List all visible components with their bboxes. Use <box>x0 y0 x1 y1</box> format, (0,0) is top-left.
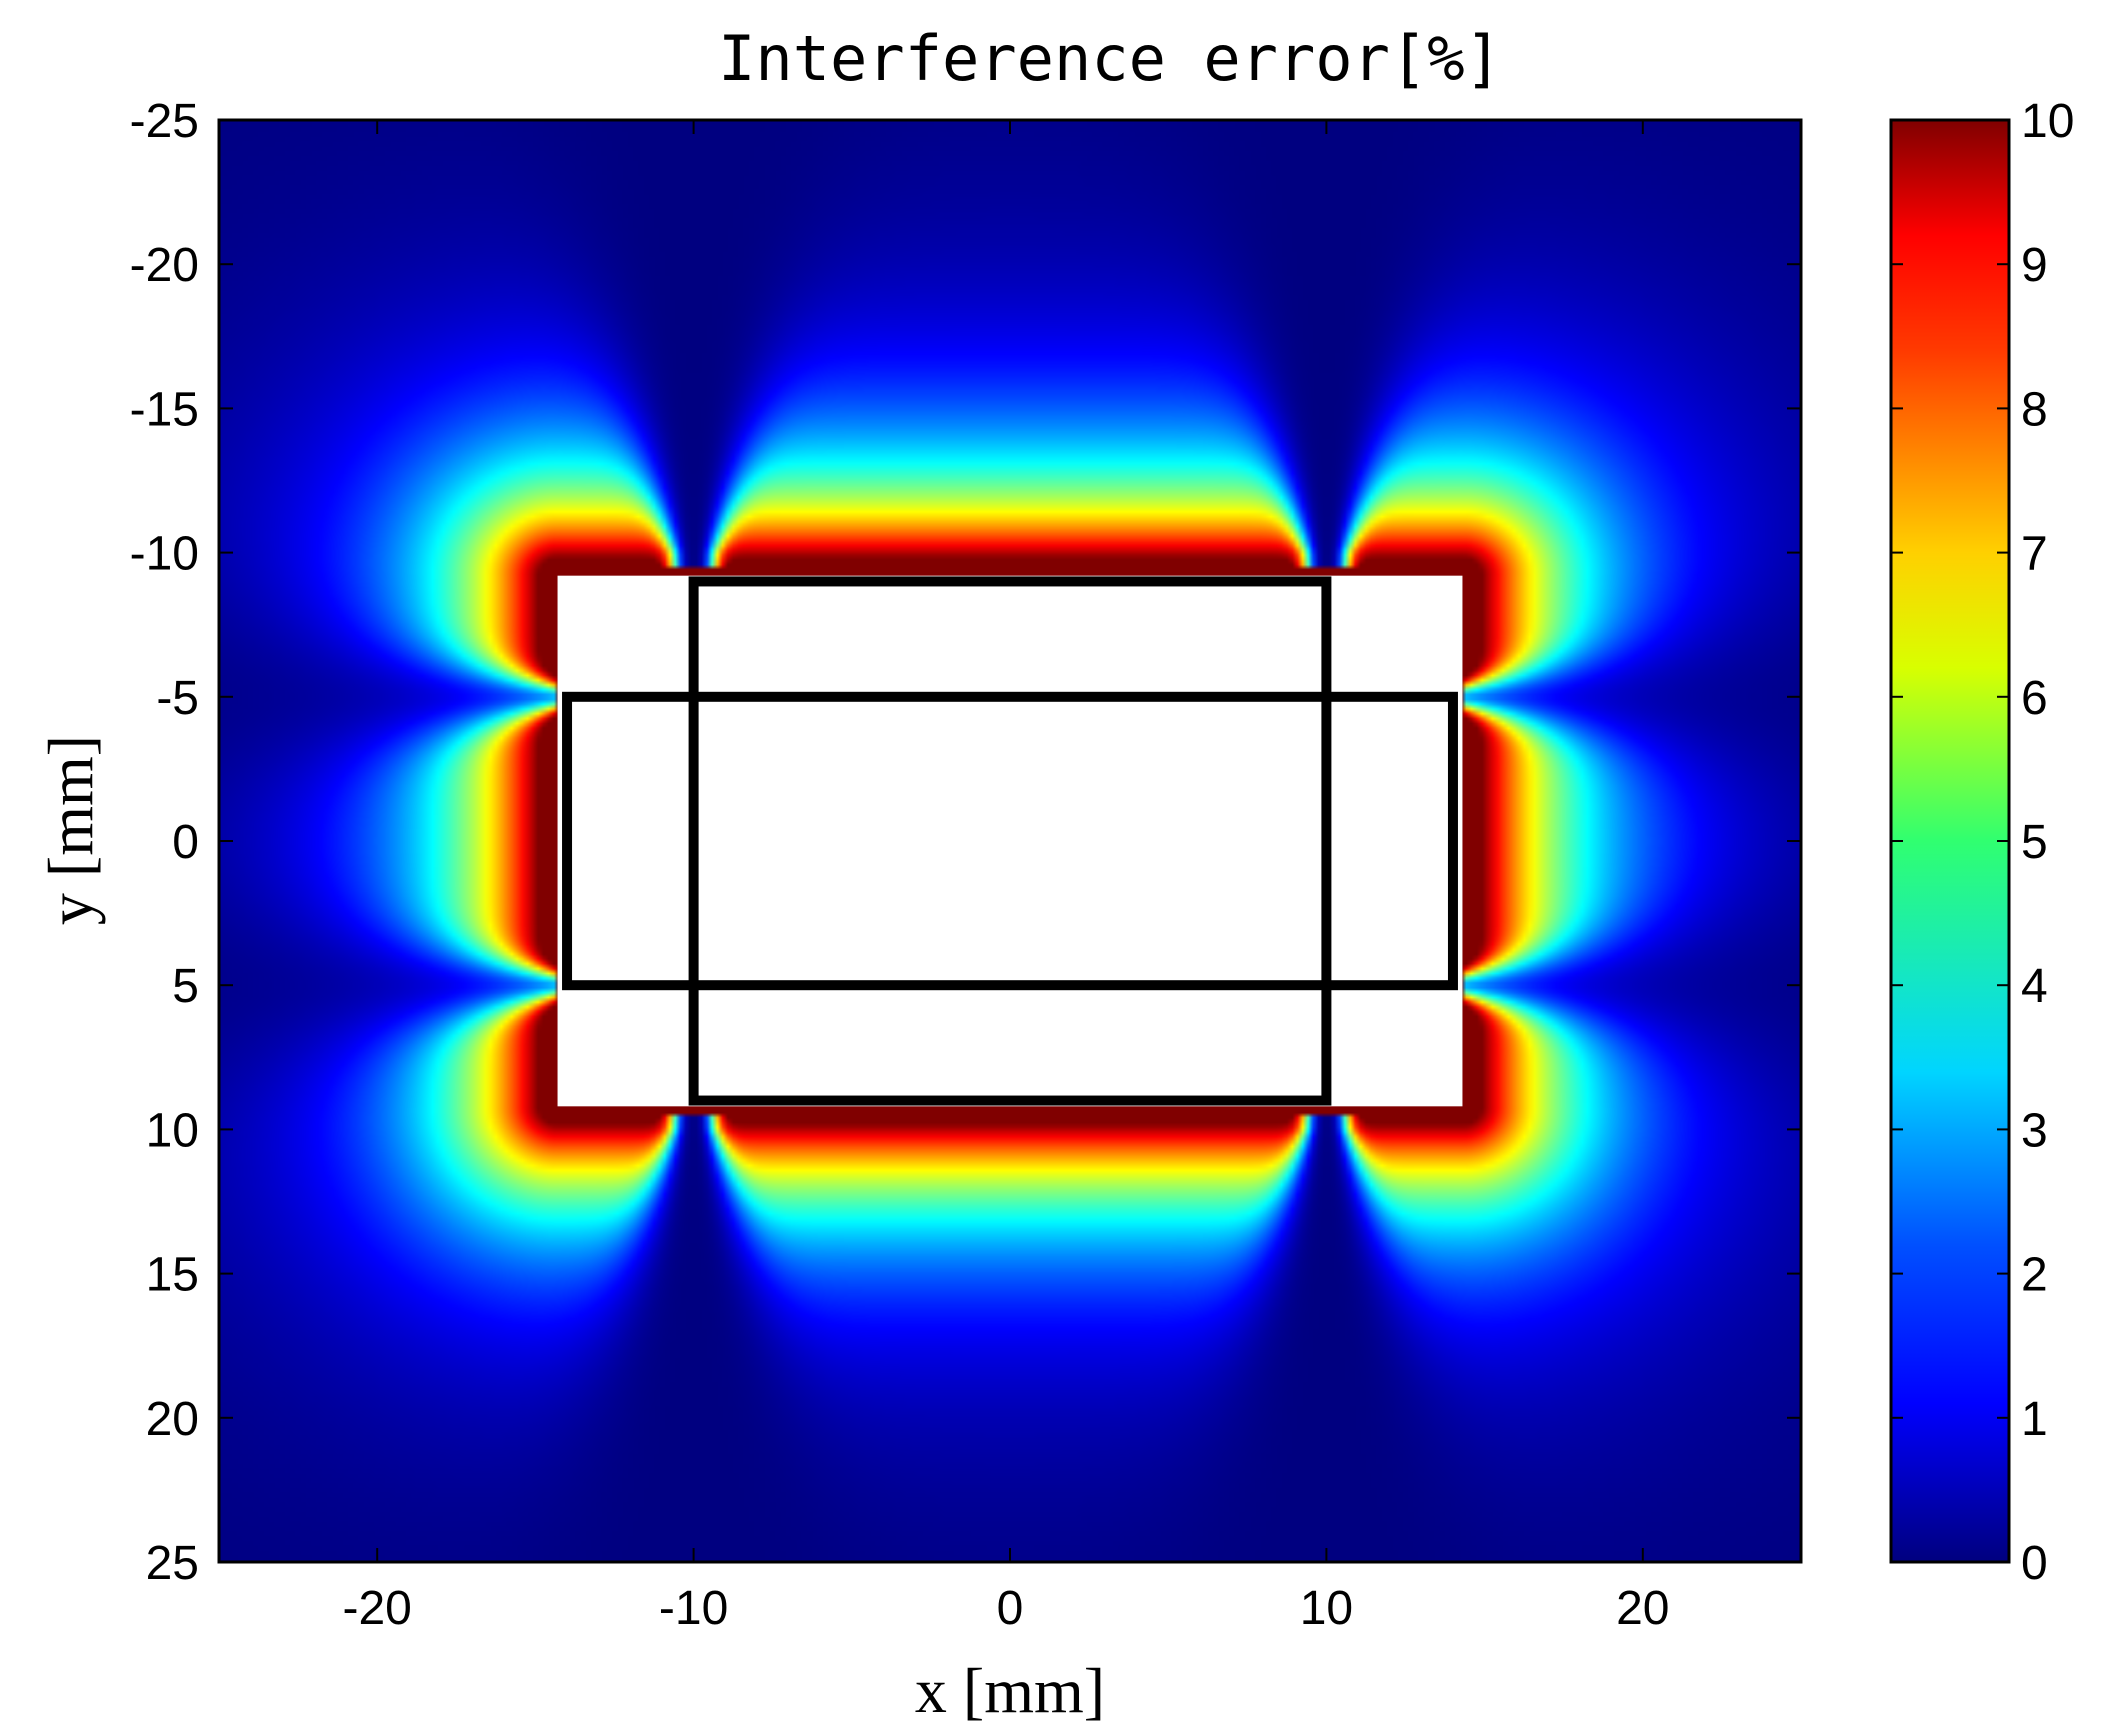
y-tick-label: -15 <box>130 383 199 436</box>
colorbar-tick-label: 2 <box>2021 1249 2048 1302</box>
outline-group <box>562 576 1458 1106</box>
colorbar-tick-label: 1 <box>2021 1393 2048 1446</box>
colorbar-tick-label: 5 <box>2021 816 2048 869</box>
y-tick-label: 15 <box>146 1249 199 1302</box>
colorbar: 0 1 2 3 4 5 6 7 8 9 10 <box>1889 95 2074 1590</box>
outline-rect-2 <box>562 691 1458 991</box>
y-tick-label: 25 <box>146 1537 199 1590</box>
x-tick-label: -10 <box>659 1582 728 1635</box>
y-tick-label: 10 <box>146 1104 199 1157</box>
colorbar-tick-label: 0 <box>2021 1537 2048 1590</box>
x-tick-label: 20 <box>1616 1582 1669 1635</box>
colorbar-tick-label: 3 <box>2021 1104 2048 1157</box>
x-tick-group: -20 -10 0 10 20 <box>343 120 1669 1635</box>
colorbar-tick-label: 4 <box>2021 960 2048 1013</box>
y-axis-label: y [mm] <box>35 735 106 925</box>
colorbar-tick-label: 10 <box>2021 95 2074 148</box>
y-tick-label: 20 <box>146 1393 199 1446</box>
y-tick-label: 0 <box>172 816 199 869</box>
colorbar-tick-group: 0 1 2 3 4 5 6 7 8 9 10 <box>1891 95 2074 1590</box>
colorbar-tick-label: 8 <box>2021 383 2048 436</box>
x-tick-label: 0 <box>997 1582 1024 1635</box>
chart-title: Interference error[%] <box>718 22 1502 95</box>
colorbar-tick-label: 7 <box>2021 528 2048 581</box>
masked-region <box>557 575 1463 1107</box>
x-tick-label: 10 <box>1300 1582 1353 1635</box>
plot-area: -20 -10 0 10 20 -25 -20 -15 -10 -5 0 5 10 15 20 25 <box>130 95 1803 1635</box>
x-tick-label: -20 <box>343 1582 412 1635</box>
y-tick-label: -5 <box>156 672 199 725</box>
y-tick-label: -10 <box>130 528 199 581</box>
y-tick-label: -20 <box>130 239 199 292</box>
y-tick-label: -25 <box>130 95 199 148</box>
y-tick-label: 5 <box>172 960 199 1013</box>
colorbar-tick-label: 6 <box>2021 672 2048 725</box>
outline-rect-1 <box>688 576 1332 1106</box>
colorbar-tick-label: 9 <box>2021 239 2048 292</box>
y-tick-group: -25 -20 -15 -10 -5 0 5 10 15 20 25 <box>130 95 1801 1590</box>
x-axis-label: x [mm] <box>915 1655 1105 1726</box>
colorbar-gradient <box>1889 118 2011 1564</box>
